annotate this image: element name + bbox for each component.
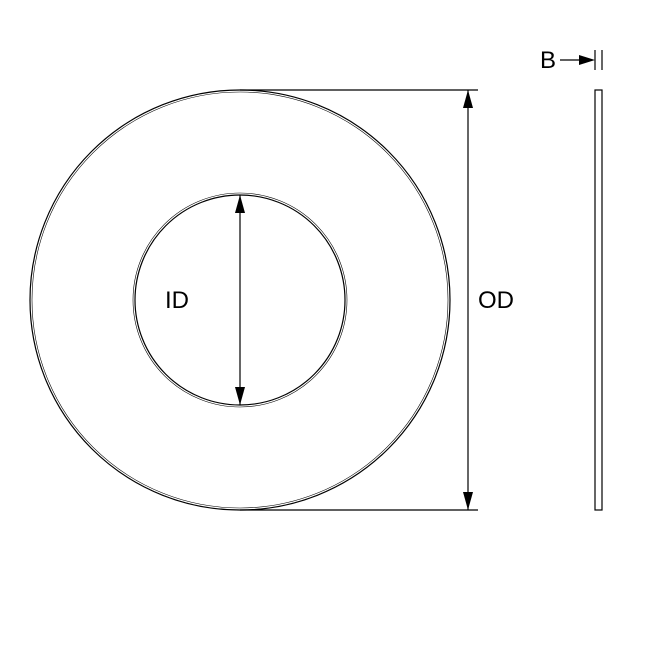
id-arrow-bottom bbox=[235, 387, 245, 405]
washer-diagram: OD ID B bbox=[0, 0, 670, 670]
od-arrow-top bbox=[463, 90, 473, 108]
id-arrow-top bbox=[235, 195, 245, 213]
b-label: B bbox=[540, 47, 556, 74]
side-view-profile bbox=[595, 90, 602, 510]
id-label: ID bbox=[165, 287, 189, 314]
od-arrow-bottom bbox=[463, 492, 473, 510]
b-arrow bbox=[579, 55, 595, 65]
od-label: OD bbox=[478, 287, 514, 314]
